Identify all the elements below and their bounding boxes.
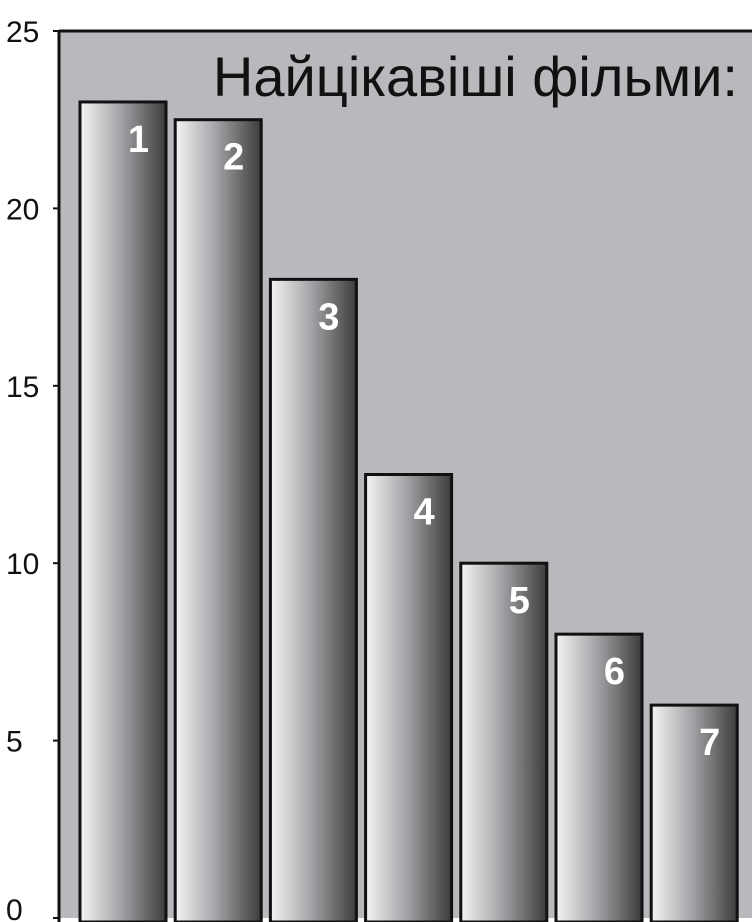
- bar-2: [173, 118, 263, 922]
- y-tick-label-25: 25: [6, 16, 39, 49]
- bar-5: [459, 561, 549, 922]
- bar-label-5: 5: [509, 580, 530, 622]
- y-tick-label-20: 20: [6, 193, 39, 226]
- y-tick-label-15: 15: [6, 371, 39, 404]
- bar-label-4: 4: [414, 492, 435, 534]
- bar-4: [364, 473, 454, 922]
- bar-label-6: 6: [604, 651, 625, 693]
- bar-1: [78, 100, 168, 922]
- bar-label-2: 2: [223, 137, 244, 179]
- bar-3: [268, 277, 358, 922]
- y-tick-label-5: 5: [6, 726, 23, 759]
- bar-label-7: 7: [699, 722, 720, 764]
- y-tick-label-0: 0: [6, 894, 23, 922]
- y-tick-label-10: 10: [6, 548, 39, 581]
- chart-title: Найцікавіші фільми:: [213, 45, 738, 108]
- bar-6: [554, 632, 644, 922]
- bar-label-3: 3: [318, 296, 339, 338]
- bar-7: [649, 703, 739, 922]
- bar-label-1: 1: [128, 119, 149, 161]
